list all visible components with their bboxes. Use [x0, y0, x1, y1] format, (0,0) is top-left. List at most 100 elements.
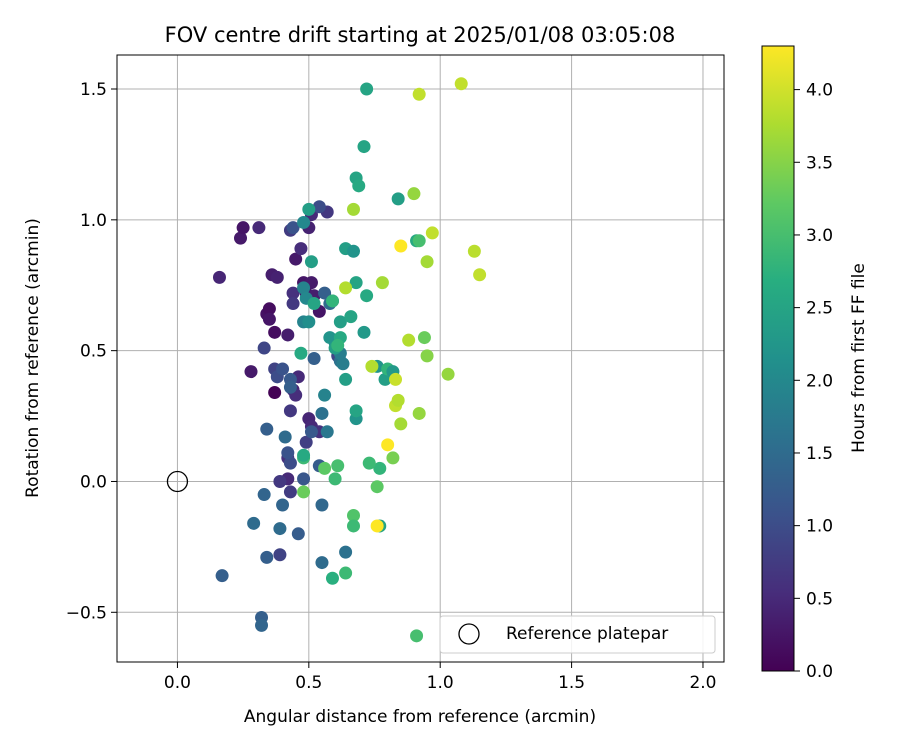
data-point [297, 281, 311, 295]
data-point [381, 438, 395, 452]
colorbar-ticks: 0.0 0.5 1.0 1.5 2.0 2.5 3.0 3.5 4.0 [794, 81, 833, 682]
legend: Reference platepar [439, 615, 716, 654]
data-point [365, 359, 379, 373]
chart-title: FOV centre drift starting at 2025/01/08 … [165, 23, 676, 47]
x-tick-label: 1.0 [427, 673, 454, 693]
data-point [349, 404, 363, 418]
legend-label: Reference platepar [506, 624, 668, 644]
colorbar-tick-label: 2.5 [806, 299, 833, 319]
data-point [212, 270, 226, 284]
data-point [325, 571, 339, 585]
y-tick-label: −0.5 [66, 603, 107, 623]
data-point [283, 404, 297, 418]
data-point [375, 276, 389, 290]
data-point [425, 226, 439, 240]
data-point [299, 435, 313, 449]
y-tick-label: 1.5 [80, 80, 107, 100]
data-point [391, 393, 405, 407]
colorbar-tick-label: 0.5 [806, 589, 833, 609]
data-point [346, 508, 360, 522]
data-point [276, 498, 290, 512]
data-point [262, 312, 276, 326]
data-point [412, 406, 426, 420]
colorbar-tick-label: 1.0 [806, 517, 833, 537]
data-point [294, 346, 308, 360]
data-point [252, 221, 266, 235]
data-point [283, 380, 297, 394]
data-point [273, 474, 287, 488]
data-point [394, 417, 408, 431]
data-point [289, 252, 303, 266]
data-point [257, 341, 271, 355]
colorbar-tick-label: 2.0 [806, 371, 833, 391]
data-point [215, 569, 229, 583]
y-tick-label: 0.5 [80, 342, 107, 362]
data-point [352, 179, 366, 193]
data-point [386, 451, 400, 465]
data-point [291, 527, 305, 541]
data-point [281, 328, 295, 342]
x-axis-ticks: 0.0 0.5 1.0 1.5 2.0 [164, 662, 717, 693]
data-point [283, 485, 297, 499]
x-tick-label: 0.0 [164, 673, 191, 693]
data-point [420, 349, 434, 363]
data-point [297, 472, 311, 486]
data-point [281, 446, 295, 460]
data-point [357, 140, 371, 154]
data-point [297, 448, 311, 462]
data-point [323, 331, 337, 345]
data-point [360, 289, 374, 303]
data-point [297, 485, 311, 499]
colorbar-tick-label: 1.5 [806, 444, 833, 464]
data-point [236, 221, 250, 235]
data-point [391, 192, 405, 206]
x-tick-label: 1.5 [558, 673, 585, 693]
data-point [278, 430, 292, 444]
data-point [262, 302, 276, 316]
data-point [304, 425, 318, 439]
legend-reference-marker [458, 623, 480, 645]
data-point [349, 276, 363, 290]
data-point [234, 231, 248, 245]
data-point [325, 294, 339, 308]
data-point [378, 372, 392, 386]
data-point [357, 325, 371, 339]
data-point [255, 618, 269, 632]
data-point [402, 333, 416, 347]
data-point [268, 386, 282, 400]
reference-marker [166, 470, 189, 493]
data-point [297, 215, 311, 229]
data-point [339, 372, 353, 386]
data-point [273, 522, 287, 536]
data-point [339, 566, 353, 580]
data-point [473, 268, 487, 282]
colorbar-tick-label: 3.5 [806, 153, 833, 173]
data-point [320, 425, 334, 439]
data-point [307, 352, 321, 365]
data-point [268, 325, 282, 339]
data-point [318, 461, 332, 475]
data-point [318, 286, 332, 300]
data-point [420, 255, 434, 269]
data-point [286, 286, 300, 300]
data-point [318, 388, 332, 402]
data-point [244, 365, 258, 379]
data-point [339, 281, 353, 295]
data-point [344, 310, 358, 324]
colorbar-tick-label: 0.0 [806, 662, 833, 682]
data-point [370, 480, 384, 494]
data-point [302, 202, 316, 216]
data-point [331, 338, 345, 352]
data-point [260, 550, 274, 564]
data-point [410, 629, 424, 643]
data-points [212, 77, 487, 643]
data-point [454, 77, 468, 91]
colorbar-tick-label: 3.0 [806, 226, 833, 246]
data-point [370, 519, 384, 533]
data-point [360, 82, 374, 96]
data-point [467, 244, 481, 258]
data-point [312, 200, 326, 214]
data-point [394, 239, 408, 253]
y-axis-label: Rotation from reference (arcmin) [23, 218, 43, 498]
